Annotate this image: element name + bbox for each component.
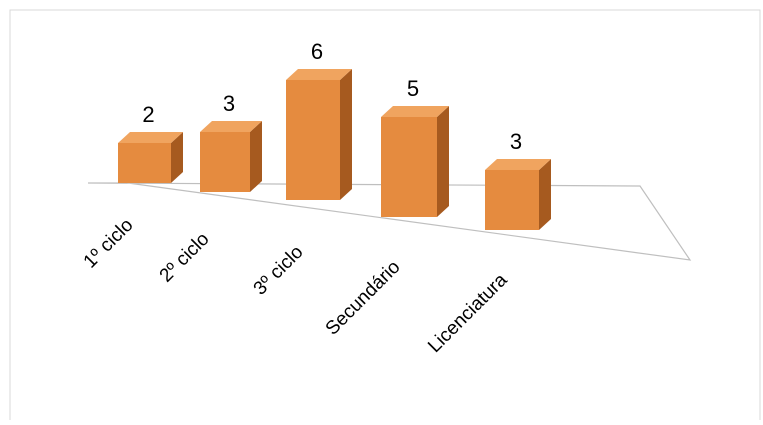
bar-side bbox=[437, 106, 449, 217]
bar-front bbox=[286, 80, 340, 200]
x-tick-label: 2º ciclo bbox=[156, 229, 214, 287]
bar-front bbox=[381, 117, 437, 217]
bar-top bbox=[381, 106, 449, 117]
bar-side bbox=[539, 159, 551, 230]
data-label: 6 bbox=[311, 39, 323, 64]
bar-top bbox=[200, 121, 262, 132]
chart-frame bbox=[9, 9, 761, 420]
bar bbox=[200, 121, 262, 192]
bar bbox=[118, 132, 183, 183]
bar bbox=[485, 159, 551, 230]
x-tick-label: Licenciatura bbox=[424, 269, 512, 357]
data-label: 3 bbox=[223, 91, 235, 116]
bar-top bbox=[286, 69, 352, 80]
bar-side bbox=[340, 69, 352, 200]
data-label: 2 bbox=[142, 102, 154, 127]
x-tick-label: 3º ciclo bbox=[250, 242, 308, 300]
bars-layer bbox=[118, 69, 551, 230]
bar-top bbox=[118, 132, 183, 143]
bar-side bbox=[171, 132, 183, 183]
bar bbox=[381, 106, 449, 217]
bar-side bbox=[250, 121, 262, 192]
bar-front bbox=[485, 170, 539, 230]
bar-top bbox=[485, 159, 551, 170]
chart-floor bbox=[87, 182, 692, 261]
x-tick-label: 1º ciclo bbox=[80, 215, 138, 273]
data-label: 5 bbox=[407, 76, 419, 101]
bar-front bbox=[200, 132, 250, 192]
x-tick-label: Secundário bbox=[322, 257, 405, 340]
data-label: 3 bbox=[510, 129, 522, 154]
bar-front bbox=[118, 143, 171, 183]
bar bbox=[286, 69, 352, 200]
